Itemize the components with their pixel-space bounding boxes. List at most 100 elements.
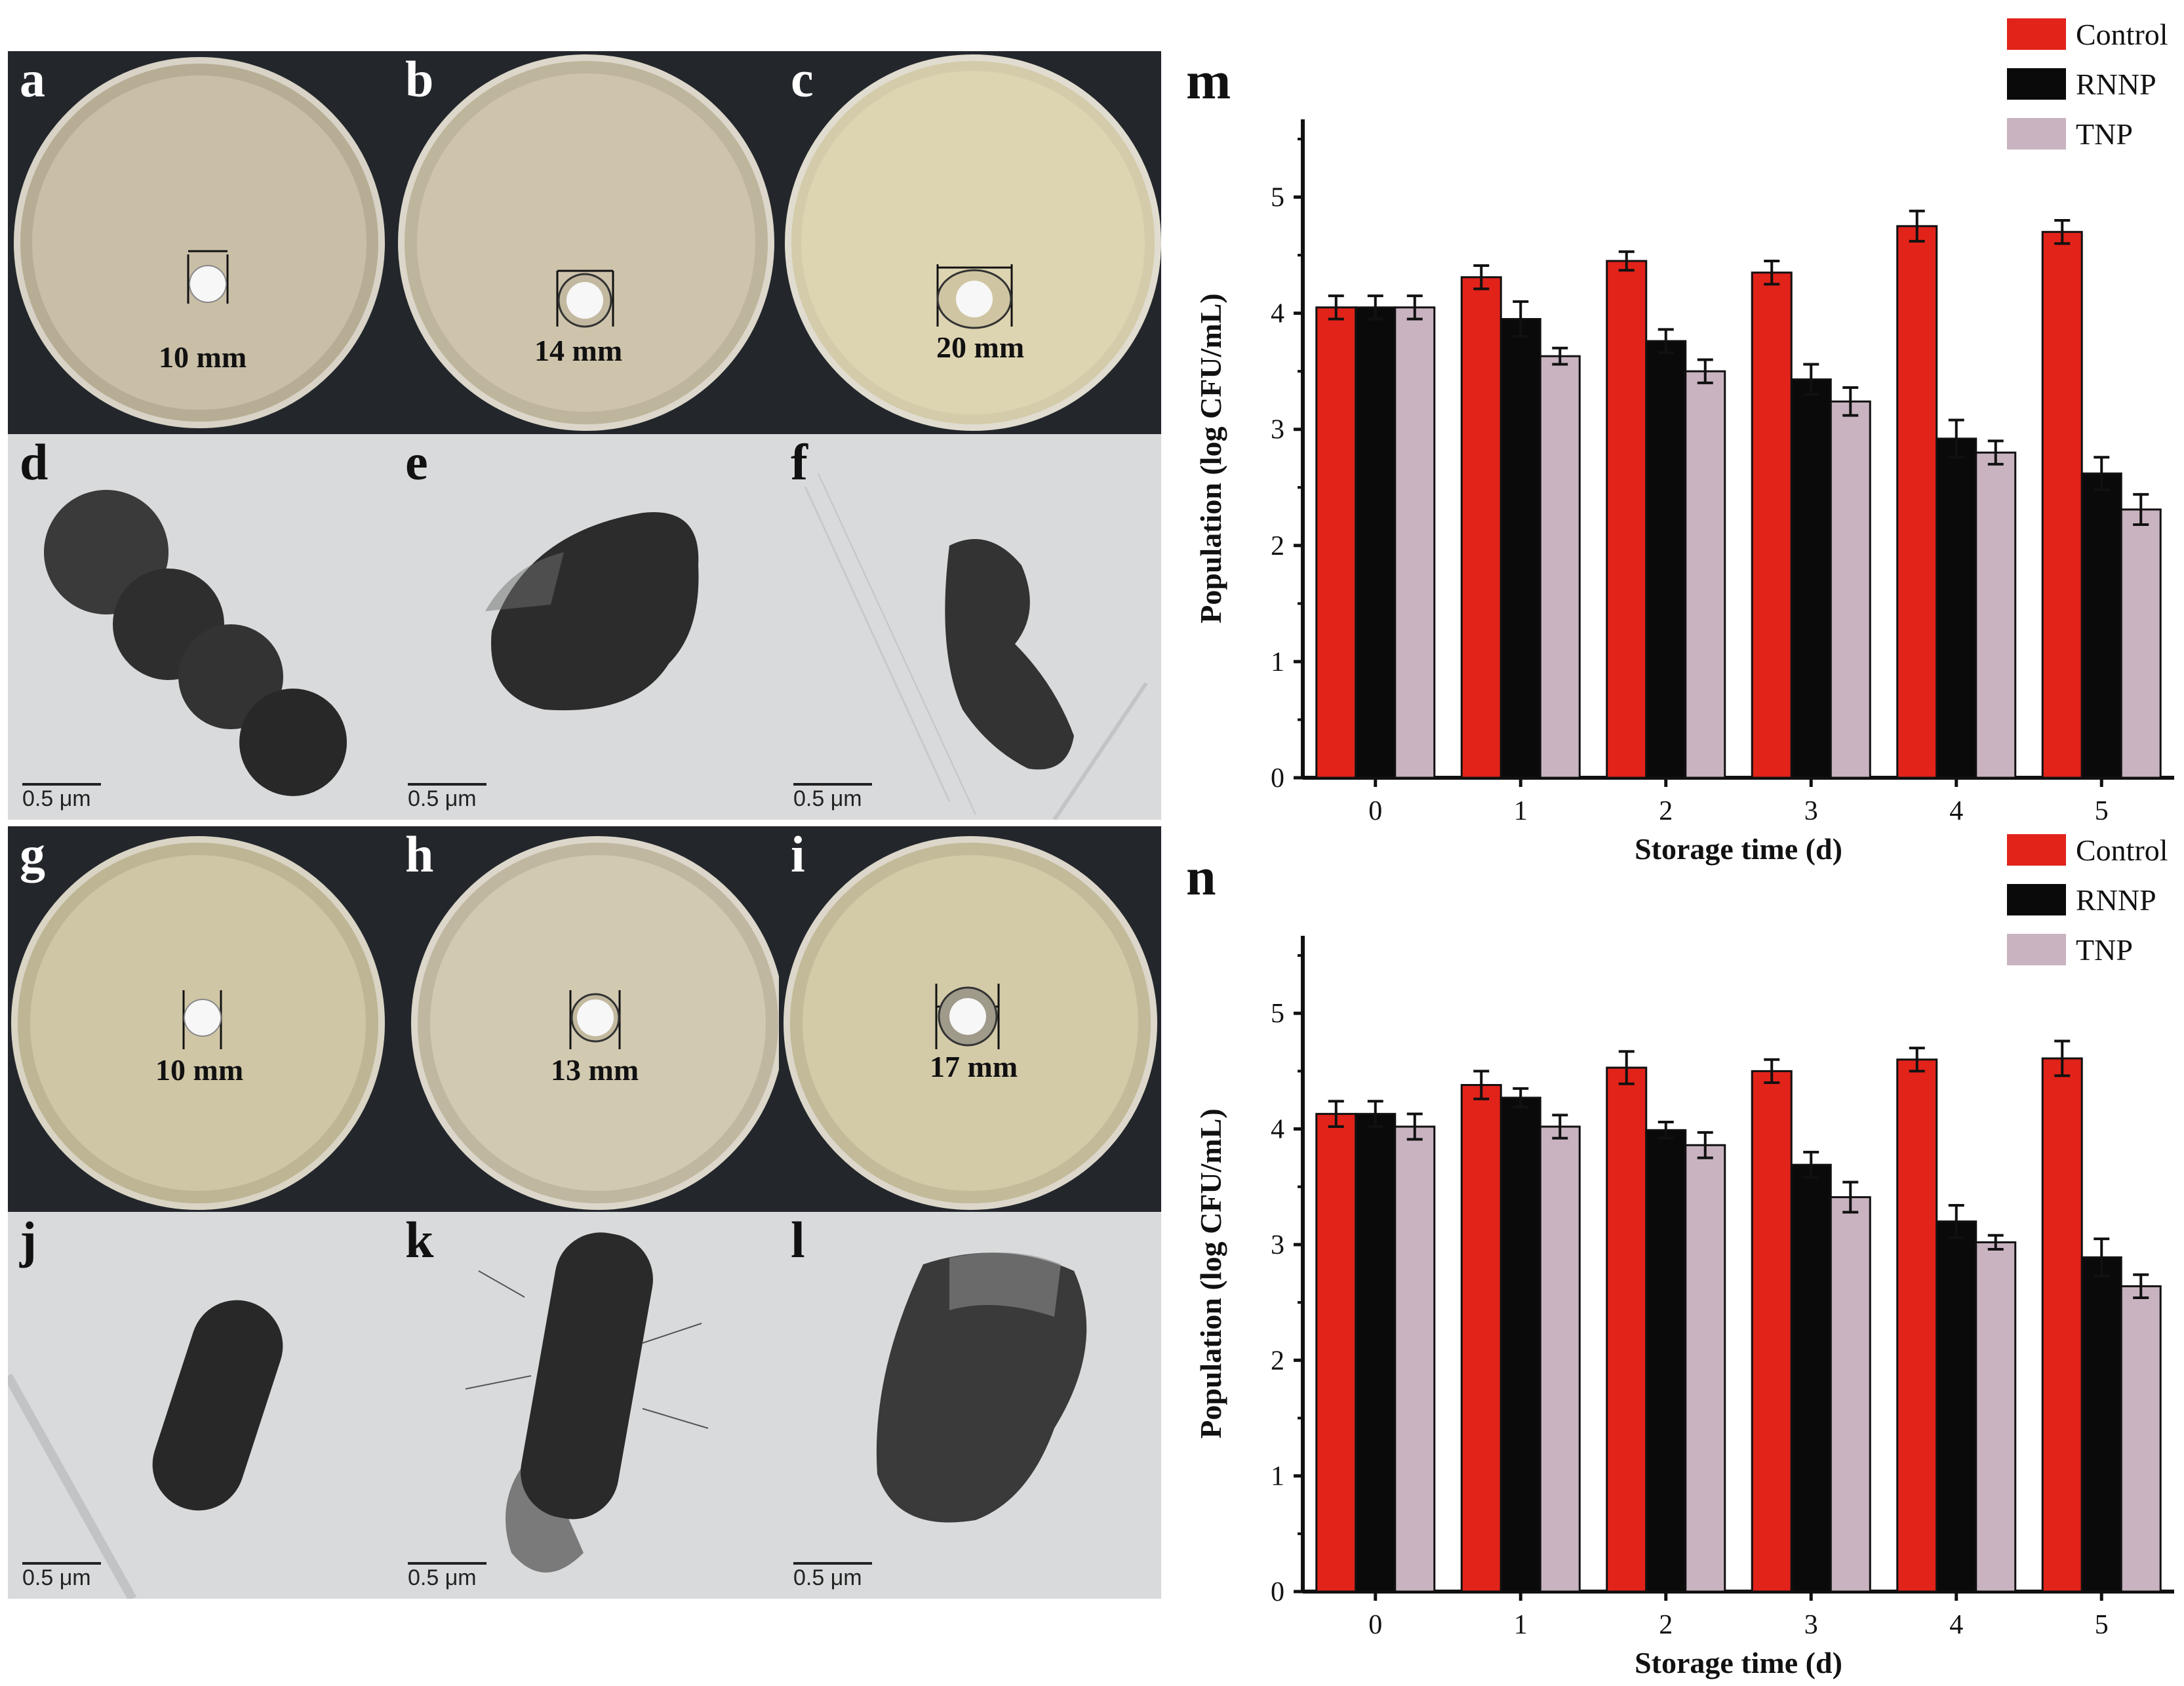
tem-image-k (465, 1232, 709, 1573)
chart-n: n 0 1 2 3 4 5 0 1 2 3 4 5 Storage time (d) Population… (1161, 820, 2184, 1683)
x-tick-label: 2 (1659, 796, 1673, 826)
petri-dish-b (398, 54, 774, 431)
x-tick-label: 4 (1949, 1610, 1963, 1640)
scale-label: 0.5 μm (408, 1565, 477, 1590)
bar (1936, 1220, 1977, 1593)
y-tick-label: 5 (1271, 183, 1284, 213)
bar (2120, 1285, 2162, 1593)
x-tick-label: 4 (1949, 796, 1963, 826)
panel-c: c 20 mm (779, 51, 1161, 434)
scale-bar (793, 1562, 872, 1565)
y-tick-label: 1 (1271, 647, 1284, 677)
scale-label: 0.5 μm (408, 786, 477, 811)
panel-a: a 10 mm (8, 51, 393, 434)
panel-letter: d (20, 434, 49, 491)
bar (2080, 472, 2122, 779)
panel-letter: g (20, 826, 45, 883)
tem-image-l (876, 1253, 1087, 1523)
scale-bar (793, 783, 872, 786)
bar (1460, 1084, 1502, 1593)
scale-bar (408, 783, 486, 786)
bar (1499, 317, 1541, 779)
panel-l: l 0.5 μm (779, 1212, 1161, 1599)
panel-letter: e (405, 434, 428, 491)
panel-letter: l (791, 1212, 805, 1268)
scale-label: 0.5 μm (22, 786, 91, 811)
legend-label: TNP (2076, 933, 2133, 967)
y-tick-label: 5 (1271, 999, 1284, 1029)
panel-f: f 0.5 μm (779, 434, 1161, 820)
panel-letter-n: n (1186, 847, 1216, 906)
bar (1684, 1144, 1726, 1593)
bar (1751, 1070, 1793, 1593)
panel-letter: i (791, 826, 805, 883)
legend-label: Control (2076, 18, 2168, 51)
y-tick-label: 2 (1271, 1346, 1284, 1376)
x-tick-label: 5 (2095, 796, 2109, 826)
panel-letter: k (405, 1212, 434, 1268)
y-axis-label: Population (log CFU/mL) (1194, 1108, 1227, 1438)
y-tick-label: 1 (1271, 1462, 1284, 1492)
legend-swatch (2007, 18, 2066, 50)
x-tick-label: 0 (1368, 1610, 1382, 1640)
x-tick-label: 1 (1514, 796, 1528, 826)
bar (1645, 1129, 1687, 1593)
chart-m: m 0 1 2 3 4 5 0 1 2 3 4 5 Storage time (d) Population… (1161, 0, 2184, 872)
bar (2120, 508, 2162, 779)
panel-e: e 0.5 μm (393, 434, 779, 820)
tem-image-d (44, 490, 347, 796)
bar (1355, 306, 1397, 779)
scale-bar (408, 1562, 486, 1565)
panel-g: g 10 mm (8, 826, 393, 1212)
bar (2041, 1057, 2083, 1593)
bar (1394, 306, 1436, 779)
legend-label: TNP (2076, 117, 2133, 151)
y-tick-label: 3 (1271, 1230, 1284, 1260)
tem-image-f (804, 473, 1148, 820)
bar-chart-m: 0 1 2 3 4 5 0 1 2 3 4 5 Storage time (d) Population (… (1194, 18, 2174, 866)
panel-letter: c (791, 51, 814, 108)
panel-j: j 0.5 μm (8, 1212, 393, 1599)
legend-label: Control (2076, 833, 2168, 867)
legend-swatch (2007, 68, 2066, 100)
scale-label: 0.5 μm (793, 1565, 862, 1590)
x-tick-label: 2 (1659, 1610, 1673, 1640)
petri-dish-g (11, 836, 385, 1210)
legend-swatch (2007, 118, 2066, 150)
zone-label: 10 mm (155, 1053, 244, 1087)
y-tick-label: 3 (1271, 415, 1284, 445)
bar (1896, 1058, 1938, 1593)
y-tick-label: 4 (1271, 299, 1284, 329)
scale-label: 0.5 μm (793, 786, 862, 811)
panel-letter: a (20, 51, 45, 108)
petri-dish-h (411, 836, 779, 1210)
petri-dish-a (14, 57, 385, 428)
bar (1539, 355, 1581, 779)
y-tick-label: 0 (1271, 1577, 1284, 1607)
panel-letter: b (405, 51, 434, 108)
x-tick-label: 3 (1804, 1610, 1818, 1640)
y-tick-label: 2 (1271, 531, 1284, 561)
bar (1790, 1163, 1832, 1593)
scale-bar (22, 1562, 101, 1565)
zone-label: 13 mm (551, 1053, 639, 1087)
zone-label: 20 mm (936, 331, 1025, 364)
x-axis-label: Storage time (d) (1635, 832, 1842, 866)
bar (1751, 271, 1793, 779)
panel-letter: h (405, 826, 434, 883)
x-axis-label: Storage time (d) (1635, 1646, 1842, 1679)
bar-chart-n: 0 1 2 3 4 5 0 1 2 3 4 5 Storage time (d) Population (… (1194, 833, 2174, 1679)
bar (1606, 1066, 1648, 1593)
zone-label: 14 mm (534, 334, 623, 367)
bar (1645, 340, 1687, 779)
bar (1499, 1096, 1541, 1593)
bar (1606, 260, 1648, 779)
zone-label: 10 mm (159, 340, 247, 374)
bar (2080, 1256, 2122, 1593)
tem-image-j (8, 1300, 283, 1599)
petri-dish-c (785, 54, 1161, 431)
bar (1315, 1113, 1357, 1593)
petri-dish-i (784, 836, 1157, 1210)
y-tick-label: 4 (1271, 1115, 1284, 1145)
bar (1539, 1125, 1581, 1593)
